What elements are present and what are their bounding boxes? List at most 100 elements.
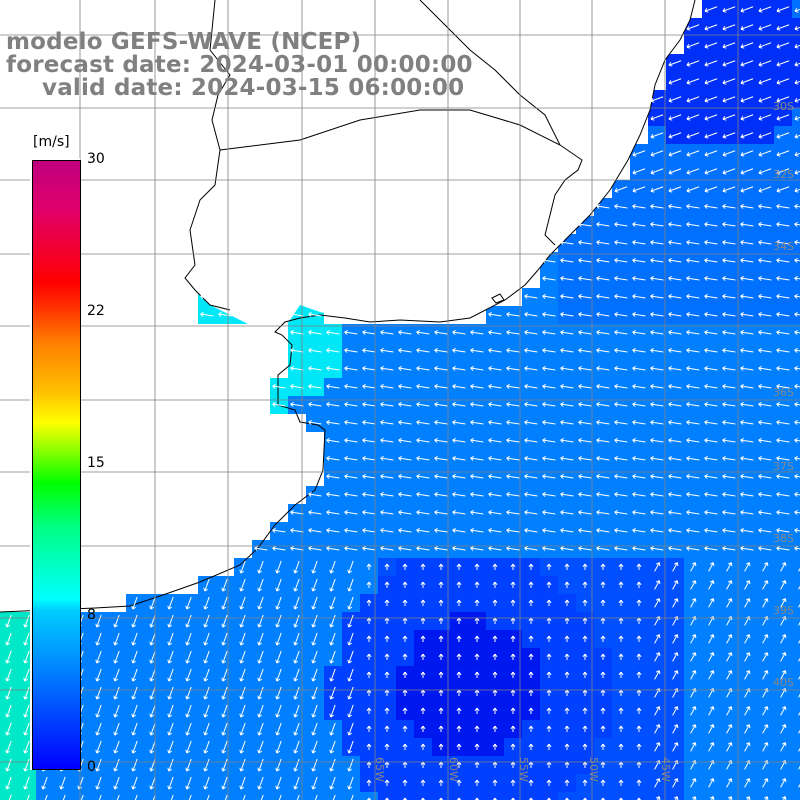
wind-arrow <box>528 797 534 800</box>
wind-arrow <box>632 509 646 515</box>
wind-arrow <box>654 580 661 590</box>
wind-arrow <box>776 383 790 389</box>
wind-speed-cell <box>792 576 800 594</box>
wind-arrow <box>668 60 682 67</box>
wind-arrow <box>564 581 570 588</box>
wind-arrow <box>384 743 390 750</box>
wind-arrow <box>668 293 682 299</box>
wind-arrow <box>506 437 520 443</box>
wind-arrow <box>95 632 102 646</box>
wind-speed-cell <box>324 792 342 800</box>
wind-arrow <box>95 758 102 772</box>
wind-arrow <box>524 347 538 353</box>
wind-arrow <box>578 311 592 317</box>
wind-arrow <box>722 509 736 515</box>
wind-arrow <box>614 491 628 497</box>
wind-arrow <box>131 614 138 628</box>
wind-arrow <box>762 580 769 590</box>
colorbar-gradient <box>32 160 81 770</box>
wind-arrow <box>722 168 736 175</box>
wind-arrow <box>650 239 664 245</box>
wind-speed-cell <box>414 792 432 800</box>
wind-arrow <box>434 545 448 551</box>
wind-arrow <box>290 401 304 407</box>
wind-arrow <box>650 186 664 193</box>
wind-arrow <box>293 596 300 610</box>
wind-arrow <box>398 383 412 389</box>
wind-arrow <box>798 765 800 770</box>
wind-arrow <box>492 725 498 732</box>
wind-speed-cell <box>684 792 702 800</box>
wind-arrow <box>492 581 498 588</box>
wind-arrow <box>578 275 592 281</box>
wind-arrow <box>614 437 628 443</box>
wind-speed-cell <box>360 792 378 800</box>
wind-arrow <box>704 78 718 85</box>
wind-arrow <box>740 455 754 461</box>
wind-arrow <box>311 704 318 718</box>
wind-arrow <box>794 62 800 67</box>
wind-arrow <box>434 455 448 461</box>
wind-arrow <box>402 635 408 642</box>
wind-arrow <box>650 401 664 407</box>
wind-arrow <box>528 563 534 570</box>
wind-arrow <box>798 693 800 698</box>
wind-arrow <box>438 617 444 624</box>
wind-arrow <box>510 581 516 588</box>
wind-arrow <box>596 545 610 551</box>
wind-arrow <box>366 653 372 660</box>
wind-arrow <box>578 419 592 425</box>
wind-arrow <box>758 401 772 407</box>
wind-speed-cell <box>702 792 720 800</box>
wind-arrow <box>794 383 800 389</box>
wind-arrow <box>722 545 736 551</box>
wind-arrow <box>293 560 300 574</box>
wind-arrow <box>564 725 570 732</box>
wind-arrow <box>488 545 502 551</box>
wind-arrow <box>434 473 448 479</box>
wind-speed-cell <box>648 792 666 800</box>
wind-arrow <box>686 257 700 263</box>
wind-arrow <box>116 794 120 800</box>
wind-arrow <box>758 186 772 193</box>
wind-arrow <box>131 704 138 718</box>
wind-arrow <box>131 686 138 700</box>
wind-arrow <box>257 776 264 790</box>
wind-arrow <box>794 188 800 193</box>
wind-speed-cell <box>792 630 800 648</box>
wind-arrow <box>492 743 498 750</box>
wind-arrow <box>740 186 754 193</box>
wind-arrow <box>704 24 718 31</box>
wind-arrow <box>686 239 700 245</box>
wind-arrow <box>344 473 358 479</box>
wind-arrow <box>311 560 318 574</box>
wind-arrow <box>650 257 664 263</box>
wind-arrow <box>326 329 340 335</box>
wind-arrow <box>596 221 610 227</box>
lon-label: 55W <box>517 757 530 782</box>
wind-arrow <box>62 794 66 800</box>
wind-arrow <box>686 275 700 281</box>
wind-arrow <box>402 671 408 678</box>
wind-arrow <box>293 650 300 664</box>
wind-arrow <box>668 527 682 533</box>
wind-arrow <box>794 473 800 479</box>
wind-arrow <box>740 24 754 31</box>
wind-arrow <box>686 24 700 31</box>
wind-arrow <box>614 473 628 479</box>
wind-arrow <box>650 419 664 425</box>
wind-arrow <box>434 347 448 353</box>
wind-arrow <box>596 293 610 299</box>
lat-label: 40S <box>773 676 794 689</box>
wind-arrow <box>113 614 120 628</box>
wind-arrow <box>257 722 264 736</box>
wind-speed-cell <box>18 792 36 800</box>
wind-arrow <box>326 491 340 497</box>
wind-arrow <box>474 689 480 696</box>
wind-arrow <box>744 562 751 572</box>
wind-arrow <box>618 761 624 768</box>
wind-arrow <box>290 509 304 515</box>
wind-arrow <box>257 758 264 772</box>
wind-arrow <box>726 670 733 680</box>
wind-arrow <box>758 132 772 139</box>
